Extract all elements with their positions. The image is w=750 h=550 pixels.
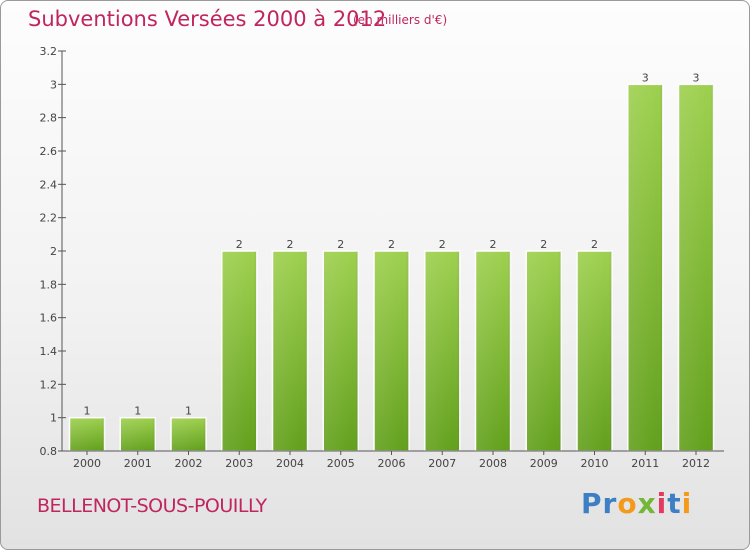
bar-shade-2009 xyxy=(526,251,562,451)
bar-shade-2011 xyxy=(627,84,663,451)
bar-shade-2010 xyxy=(577,251,612,451)
chart-unit: (en milliers d'€) xyxy=(353,13,448,27)
y-tick-label: 3.2 xyxy=(40,45,58,58)
x-tick-label-2002: 2002 xyxy=(175,457,203,470)
logo-letter: r xyxy=(602,487,618,520)
x-tick-label-2007: 2007 xyxy=(428,457,456,470)
data-label-2006: 2 xyxy=(388,238,395,251)
x-tick-label-2005: 2005 xyxy=(327,457,355,470)
data-label-2000: 1 xyxy=(84,405,91,418)
x-tick-label-2010: 2010 xyxy=(581,457,609,470)
y-tick-label: 2.6 xyxy=(40,145,58,158)
logo-letter: t xyxy=(667,487,682,520)
y-tick-label: 2.2 xyxy=(40,212,58,225)
y-tick-label: 3 xyxy=(50,78,57,91)
logo-letter: i xyxy=(656,487,668,520)
bar-shade-2007 xyxy=(424,251,460,451)
x-tick-label-2000: 2000 xyxy=(73,457,101,470)
x-tick-label-2012: 2012 xyxy=(682,457,710,470)
data-label-2005: 2 xyxy=(337,238,344,251)
bar-shade-2012 xyxy=(678,84,714,451)
bar-shade-2000 xyxy=(69,417,105,451)
data-label-2003: 2 xyxy=(236,238,243,251)
x-tick-label-2001: 2001 xyxy=(124,457,152,470)
bar-shade-2003 xyxy=(221,251,257,451)
bar-shade-2002 xyxy=(171,417,206,451)
x-tick-label-2003: 2003 xyxy=(225,457,253,470)
x-tick-label-2008: 2008 xyxy=(479,457,507,470)
y-tick-label: 2.8 xyxy=(40,112,58,125)
bar-shade-2004 xyxy=(272,251,308,451)
logo-letter: o xyxy=(617,487,638,520)
bar-shade-2005 xyxy=(323,251,359,451)
bar-shade-2008 xyxy=(475,251,511,451)
data-label-2009: 2 xyxy=(540,238,547,251)
y-tick-label: 1.8 xyxy=(40,278,58,291)
chart-title: Subventions Versées 2000 à 2012 xyxy=(28,7,387,31)
x-tick-label-2009: 2009 xyxy=(530,457,558,470)
y-tick-label: 2 xyxy=(50,245,57,258)
bars-group: 1 1 1 2 2 2 2 2 2 2 2 3 3 xyxy=(68,71,715,452)
y-tick-label: 0.8 xyxy=(40,445,58,458)
data-label-2012: 3 xyxy=(693,71,700,84)
x-tick-label-2004: 2004 xyxy=(276,457,304,470)
logo-letter: x xyxy=(637,487,657,520)
commune-name: BELLENOT-SOUS-POUILLY xyxy=(37,495,267,517)
y-tick-label: 1 xyxy=(50,412,57,425)
x-tick-label-2011: 2011 xyxy=(631,457,659,470)
data-label-2002: 1 xyxy=(185,405,192,418)
y-tick-label: 1.6 xyxy=(40,312,58,325)
axes-group: 2000 2001 2002 2003 2004 2005 2006 2007 2008 2009… xyxy=(40,45,724,470)
data-label-2007: 2 xyxy=(439,238,446,251)
y-tick-label: 1.4 xyxy=(40,345,58,358)
logo-letter: P xyxy=(581,487,603,520)
y-tick-label: 1.2 xyxy=(40,378,58,391)
bar-shade-2006 xyxy=(374,251,409,451)
logo-letter: i xyxy=(681,487,693,520)
x-tick-label-2006: 2006 xyxy=(378,457,406,470)
data-label-2011: 3 xyxy=(642,71,649,84)
data-label-2004: 2 xyxy=(287,238,294,251)
y-tick-label: 2.4 xyxy=(40,178,58,191)
data-label-2010: 2 xyxy=(591,238,598,251)
data-label-2001: 1 xyxy=(134,405,141,418)
bar-shade-2001 xyxy=(120,417,156,451)
proxiti-logo: Proxiti xyxy=(581,487,692,520)
data-label-2008: 2 xyxy=(490,238,497,251)
